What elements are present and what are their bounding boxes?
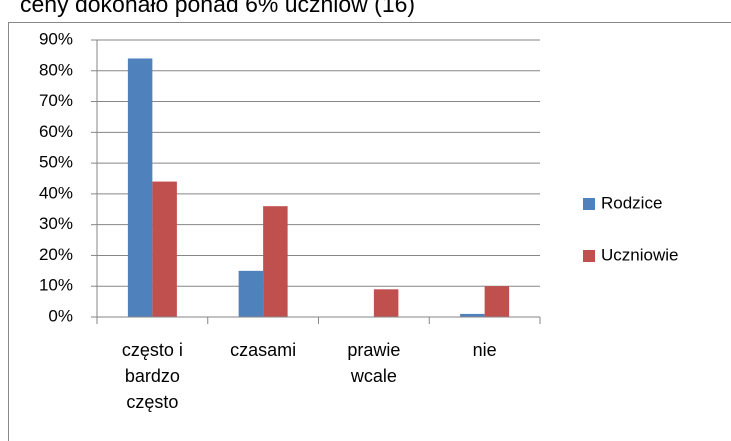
y-tick-label: 60% — [39, 122, 73, 141]
legend-label: Rodzice — [601, 193, 662, 212]
legend-label: Uczniowie — [601, 245, 678, 264]
x-tick-label: często i bardzo często — [121, 340, 183, 412]
y-tick-label: 70% — [39, 91, 73, 110]
y-tick-label: 30% — [39, 214, 73, 233]
bar — [263, 206, 288, 317]
y-tick-label: 90% — [39, 29, 73, 48]
y-tick-label: 10% — [39, 276, 73, 295]
x-tick-label-box: nie — [472, 340, 497, 360]
y-tick-label: 40% — [39, 183, 73, 202]
x-tick-label: nie — [472, 340, 497, 360]
x-tick-label: czasami — [230, 340, 297, 360]
y-tick-label: 50% — [39, 153, 73, 172]
chart-title: ceny dokonało ponad 6% uczniów (16) — [20, 0, 415, 17]
y-tick-label: 80% — [39, 60, 73, 79]
y-tick-label: 20% — [39, 245, 73, 264]
x-tick-label-box: prawie wcale — [347, 340, 401, 386]
x-tick-label-box: czasami — [230, 340, 297, 360]
y-tick-label: 0% — [48, 306, 73, 325]
x-tick-label-box: często i bardzo często — [121, 340, 183, 412]
bar — [127, 58, 153, 317]
bar — [484, 286, 510, 317]
bar — [238, 270, 264, 317]
chart-border — [8, 22, 731, 441]
legend-swatch — [583, 198, 595, 210]
legend-swatch — [583, 250, 595, 262]
bar — [152, 181, 177, 317]
x-tick-label: prawie wcale — [347, 340, 401, 386]
bar — [460, 313, 485, 317]
bar — [373, 289, 399, 317]
